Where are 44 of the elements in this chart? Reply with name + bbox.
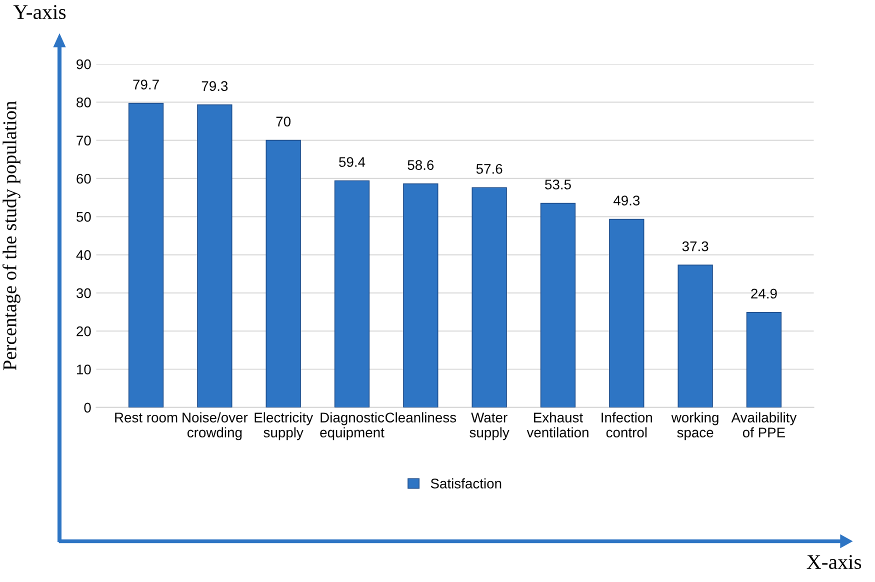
y-tick-label: 40 — [76, 250, 91, 260]
x-tick-label: Cleanliness — [385, 412, 456, 422]
x-tick-label: Noise/over crowding — [182, 412, 248, 440]
text: Y-axis — [13, 5, 66, 20]
bar — [609, 218, 644, 408]
bar — [678, 264, 713, 408]
data-label: 58.6 — [408, 160, 434, 170]
data-label: 53.5 — [545, 180, 571, 190]
x-tick-label: Diagnostic equipment — [320, 412, 384, 440]
y-tick-label: 80 — [76, 98, 91, 108]
bar — [266, 140, 301, 408]
y-axis-title: Percentage of the study population — [2, 101, 20, 370]
data-label: 49.3 — [613, 196, 640, 206]
data-label: 37.3 — [682, 241, 708, 252]
y-tick-label: 10 — [77, 364, 91, 374]
x-tick-label: Infection control — [602, 412, 652, 438]
x-tick-label: Water supply — [470, 412, 510, 440]
data-label: 70 — [276, 116, 291, 126]
y-tick-label: 30 — [76, 288, 91, 298]
data-label: 59.4 — [339, 157, 366, 167]
x-tick-label: Availability of PPE — [731, 412, 797, 438]
y-tick-label: 90 — [76, 59, 91, 70]
data-label: 79.7 — [133, 80, 159, 90]
bar — [746, 312, 782, 408]
data-label: 79.3 — [202, 81, 228, 91]
text: X-axis — [806, 555, 862, 570]
y-tick-label: 0 — [84, 402, 91, 413]
bar — [472, 187, 507, 408]
bar — [334, 180, 370, 408]
x-tick-label: Exhaust ventilation — [526, 412, 588, 438]
x-tick-label: Rest room — [115, 412, 178, 422]
x-tick-label: Electricity supply — [254, 412, 314, 440]
data-label: 57.6 — [476, 164, 502, 174]
bar — [128, 102, 164, 408]
data-label: 24.9 — [751, 288, 777, 299]
legend-label: Satisfaction — [430, 478, 502, 488]
bar — [197, 104, 232, 408]
x-tick-label: working space — [671, 412, 718, 440]
y-tick-label: 70 — [76, 136, 91, 146]
bar — [540, 202, 576, 408]
y-tick-label: 20 — [76, 326, 91, 336]
bar — [403, 183, 438, 408]
y-tick-label: 50 — [76, 212, 91, 222]
y-tick-label: 60 — [76, 174, 91, 184]
